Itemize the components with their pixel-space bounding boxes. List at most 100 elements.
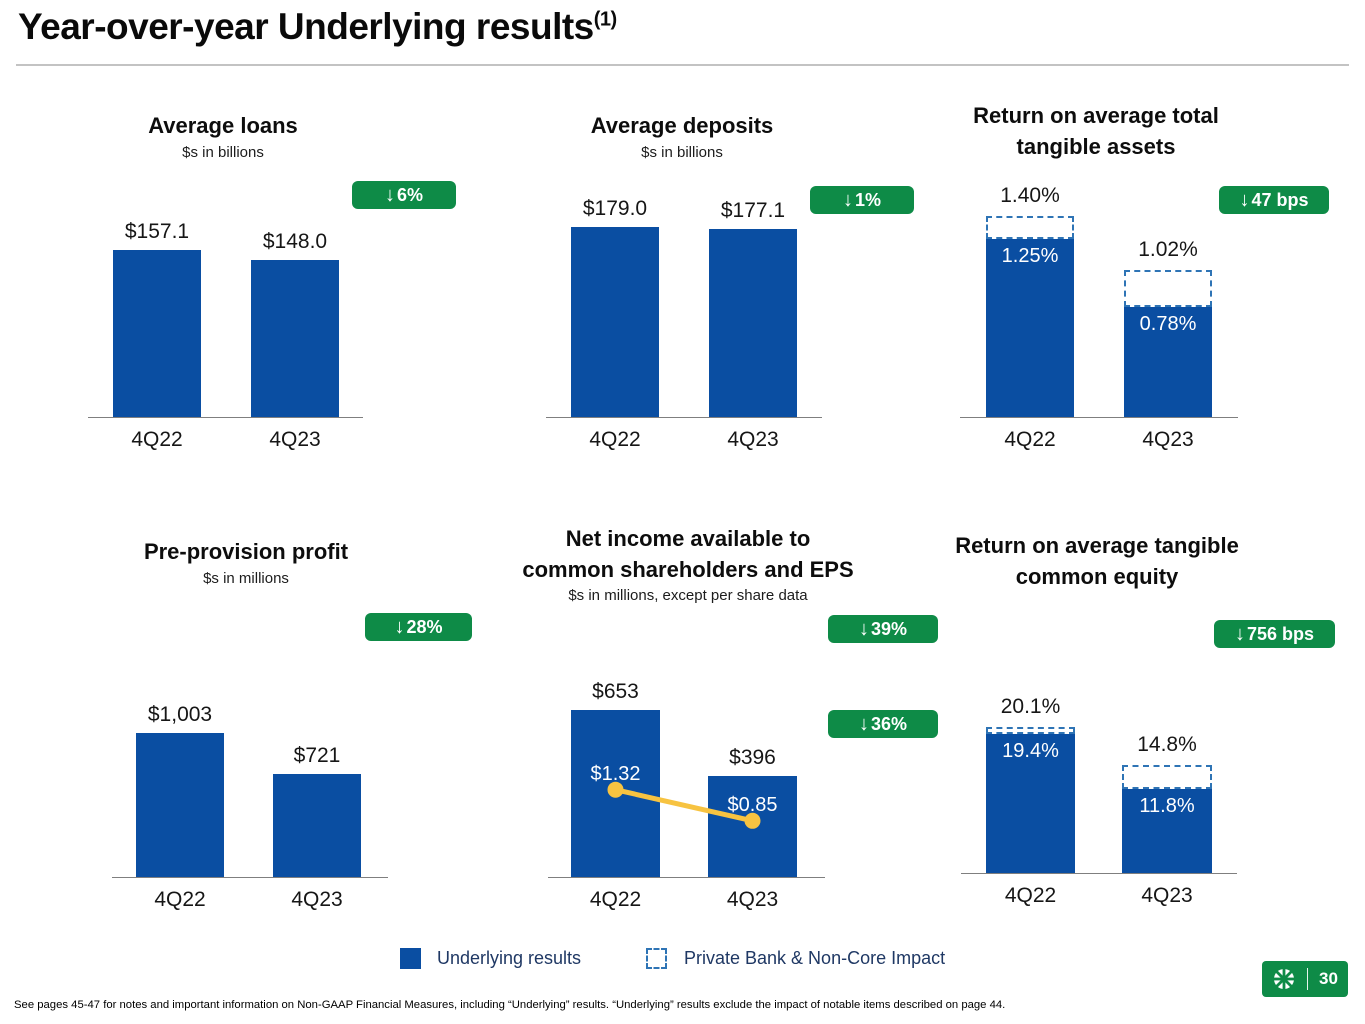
category-label: 4Q22 (589, 428, 641, 451)
category-label: 4Q22 (589, 888, 642, 911)
legend-label-private-bank: Private Bank & Non-Core Impact (684, 948, 946, 968)
bar-value-label: $653 (592, 679, 639, 703)
footnote: See pages 45-47 for notes and important … (14, 999, 1006, 1011)
bar-value-label: $177.1 (720, 199, 786, 223)
bar-value-label: 0.78% (1139, 312, 1197, 335)
category-label: 4Q23 (1141, 884, 1193, 907)
badge-label: 756 bps (1246, 623, 1315, 644)
bar-underlying (986, 237, 1074, 417)
bar-underlying (1122, 787, 1212, 873)
bar-value-label: $179.0 (582, 197, 648, 221)
title-divider (16, 64, 1349, 66)
chart-legend: Underlying results Private Bank & Non-Co… (0, 946, 1365, 972)
down-arrow-icon: ↓ (1239, 189, 1250, 211)
title-line: common shareholders and EPS (522, 557, 854, 582)
category-label: 4Q23 (726, 888, 779, 911)
bar-value-label: $157.1 (124, 220, 190, 244)
change-badge-ppnr: ↓ 28% (365, 613, 472, 641)
bar-private-bank-impact (1122, 765, 1212, 790)
change-badge-deposits: ↓ 1% (810, 186, 914, 214)
bar-private-bank-impact (1124, 270, 1212, 307)
axis-line (548, 877, 825, 878)
axis-line (88, 417, 363, 418)
total-value-label: 1.40% (1000, 183, 1060, 207)
axis-line (112, 877, 388, 878)
chart-title-net-income-eps: Net income available to common sharehold… (493, 523, 883, 585)
chip-divider (1307, 968, 1308, 990)
chart-title-average-loans: Average loans (63, 110, 383, 141)
title-line: Average deposits (590, 113, 774, 138)
badge-label: 6% (396, 184, 423, 205)
change-badge-rotta: ↓ 47 bps (1219, 186, 1329, 214)
category-label: 4Q23 (269, 428, 321, 451)
page-title-footnote-marker: (1) (593, 8, 617, 31)
eps-value-label: $0.85 (727, 793, 778, 816)
total-value-label: 14.8% (1137, 733, 1197, 757)
total-value-label: 1.02% (1138, 238, 1198, 262)
category-label: 4Q22 (1004, 428, 1056, 451)
bar-value-label: $1,003 (147, 703, 213, 727)
axis-line (546, 417, 822, 418)
title-line: Return on average tangible (955, 533, 1239, 558)
title-line: Average loans (148, 113, 298, 138)
bar-underlying (251, 260, 339, 417)
bar-underlying (113, 250, 201, 417)
chart-title-pre-provision-profit: Pre-provision profit (86, 536, 406, 567)
bar-underlying (986, 731, 1075, 873)
title-line: Net income available to (565, 526, 811, 551)
brand-page-chip: 30 (1262, 961, 1348, 997)
down-arrow-icon: ↓ (858, 618, 869, 640)
chart-subtitle-average-deposits: $s in billions (641, 144, 723, 161)
bar-underlying (136, 733, 224, 877)
bar-underlying (1124, 304, 1212, 417)
bar-value-label: 11.8% (1139, 795, 1195, 818)
legend-swatch-private-bank (646, 948, 667, 969)
page-title-text: Year-over-year Underlying results (18, 6, 594, 47)
legend-swatch-underlying (400, 948, 421, 969)
down-arrow-icon: ↓ (858, 713, 869, 735)
bar-underlying (273, 773, 361, 877)
badge-label: 39% (870, 618, 908, 639)
bar-value-label: $148.0 (262, 230, 328, 254)
chart-title-rotce: Return on average tangible common equity (917, 530, 1277, 592)
change-badge-loans: ↓ 6% (352, 181, 456, 209)
page-title: Year-over-year Underlying results(1) (18, 6, 617, 48)
category-label: 4Q23 (1142, 428, 1194, 451)
bar-private-bank-impact (986, 726, 1075, 734)
citizens-logo-icon (1272, 967, 1296, 991)
category-label: 4Q22 (154, 888, 206, 911)
category-label: 4Q22 (1004, 884, 1057, 907)
chart-subtitle-net-income-eps: $s in millions, except per share data (568, 587, 808, 604)
change-badge-net-income: ↓ 39% (828, 615, 938, 643)
bar-underlying (709, 229, 797, 417)
bar-underlying (571, 709, 660, 877)
chart-title-rotta: Return on average total tangible assets (931, 100, 1261, 162)
axis-line (961, 873, 1237, 874)
bar-value-label: $721 (293, 743, 341, 767)
bar-underlying (708, 775, 797, 877)
bar-private-bank-impact (986, 215, 1074, 240)
badge-label: 47 bps (1251, 189, 1309, 210)
category-label: 4Q23 (727, 428, 779, 451)
chart-title-average-deposits: Average deposits (522, 110, 842, 141)
bar-value-label: 19.4% (1002, 739, 1059, 762)
total-value-label: 20.1% (1000, 694, 1061, 718)
title-line: tangible assets (1016, 134, 1176, 159)
down-arrow-icon: ↓ (1234, 623, 1245, 645)
legend-label-underlying: Underlying results (437, 948, 582, 968)
badge-label: 28% (406, 616, 443, 637)
bar-value-label: $396 (729, 745, 776, 769)
bar-underlying (571, 227, 659, 417)
down-arrow-icon: ↓ (842, 189, 853, 211)
down-arrow-icon: ↓ (384, 184, 395, 206)
axis-line (960, 417, 1238, 418)
chart-subtitle-average-loans: $s in billions (182, 144, 264, 161)
badge-label: 36% (870, 713, 908, 734)
badge-label: 1% (854, 189, 881, 210)
page-number: 30 (1319, 969, 1338, 988)
change-badge-eps: ↓ 36% (828, 710, 938, 738)
change-badge-rotce: ↓ 756 bps (1214, 620, 1335, 648)
category-label: 4Q23 (291, 888, 343, 911)
eps-value-label: $1.32 (590, 762, 641, 785)
